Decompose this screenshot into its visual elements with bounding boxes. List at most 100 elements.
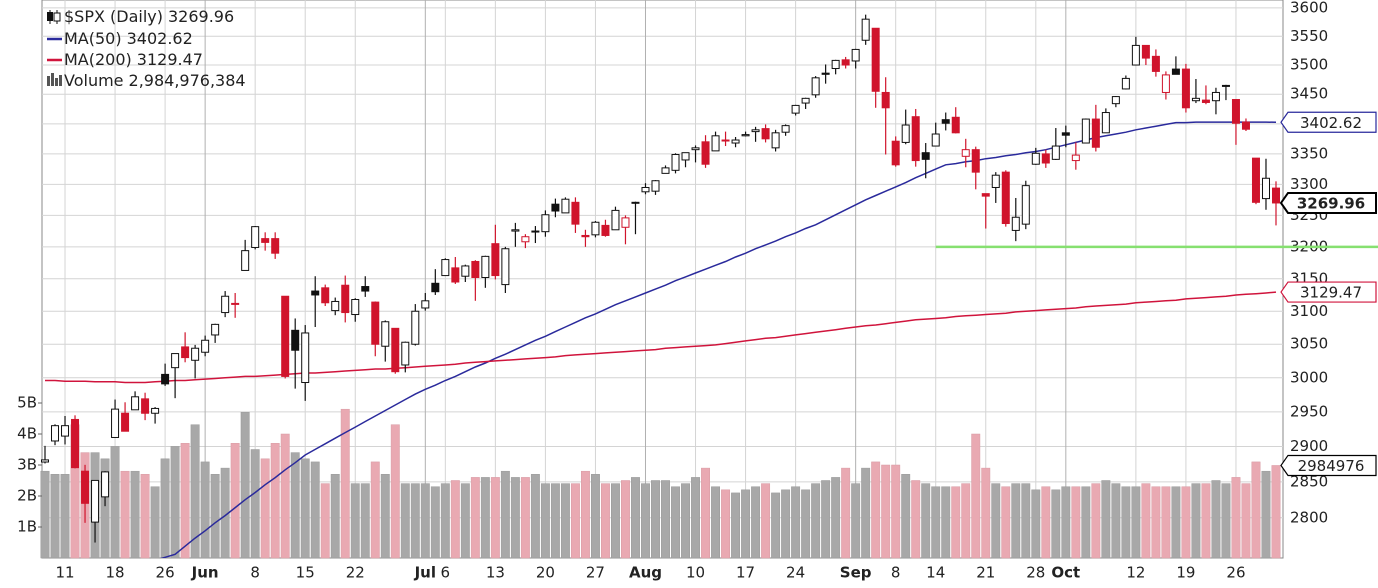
- volume-bar: [731, 492, 741, 559]
- candle-body: [151, 407, 160, 414]
- candle-body: [71, 418, 80, 469]
- candle-body: [1241, 121, 1250, 130]
- volume-bar: [901, 474, 911, 559]
- candle-body: [351, 299, 360, 316]
- volume-bar: [260, 458, 270, 559]
- volume-bar: [60, 474, 70, 559]
- tag-label: 3402.62: [1300, 114, 1362, 132]
- candle-body: [471, 260, 480, 279]
- candle-body: [1061, 132, 1070, 136]
- volume-bar: [911, 480, 921, 559]
- volume-bar: [180, 443, 190, 559]
- candle-body: [1011, 216, 1020, 231]
- volume-bar: [1251, 461, 1261, 559]
- ma-line: [159, 121, 1277, 558]
- volume-bar: [651, 480, 660, 559]
- candle-body: [831, 59, 840, 70]
- x-tick-label: 26: [1226, 564, 1245, 582]
- volume-bar: [791, 486, 801, 559]
- legend-text: Volume: [64, 71, 124, 90]
- volume-bar: [921, 483, 931, 559]
- volume-bar: [871, 461, 881, 559]
- volume-bar: [701, 467, 710, 559]
- volume-bar: [931, 486, 941, 559]
- candle-body: [811, 77, 820, 96]
- legend-text: 3402.62: [127, 29, 193, 48]
- volume-bar: [611, 483, 620, 559]
- volume-bar: [681, 483, 690, 559]
- volume-bar: [1041, 486, 1051, 559]
- candle-body: [671, 154, 680, 171]
- y-tick-label: 2800: [1290, 508, 1328, 526]
- volume-bar: [751, 486, 761, 559]
- volume-bar: [400, 483, 410, 559]
- value-tags: 3402.62 3269.96 3129.47 2984976: [1279, 111, 1377, 477]
- candle-body: [321, 287, 330, 304]
- candle-body: [81, 470, 90, 504]
- candle-body: [61, 425, 70, 437]
- volume-bar: [951, 486, 961, 559]
- candle-body: [331, 300, 340, 312]
- candle-body: [851, 48, 860, 62]
- candle-body: [531, 230, 540, 233]
- volume-bar: [210, 474, 220, 559]
- volume-bar: [861, 467, 871, 559]
- volume-bar: [420, 483, 430, 559]
- x-tick-label: 6: [441, 564, 451, 582]
- candle-body: [701, 141, 710, 165]
- volume-bar: [781, 489, 791, 559]
- legend: $SPX (Daily) 3269.96 MA(50) 3402.62 MA(200) 3…: [47, 7, 246, 90]
- volume-bar: [1121, 486, 1131, 559]
- volume-bar: [941, 486, 951, 559]
- volume-bar: [100, 458, 110, 559]
- candle-body: [781, 125, 790, 133]
- volume-bar: [490, 477, 500, 559]
- candle-body: [1051, 145, 1060, 160]
- volume-bar: [130, 470, 140, 559]
- volume-bar: [1031, 489, 1041, 559]
- candle-body: [621, 217, 630, 228]
- candle-body: [241, 250, 250, 271]
- candle-body: [381, 321, 390, 347]
- x-tick-label: 28: [1026, 564, 1045, 582]
- candle-body: [1181, 68, 1190, 109]
- volume-bar: [500, 470, 510, 559]
- tag-box: [1279, 191, 1377, 214]
- y-tick-label: 2900: [1290, 437, 1328, 455]
- candle-body: [1221, 84, 1230, 87]
- candle-body: [551, 203, 560, 212]
- x-tick-label: 24: [786, 564, 805, 582]
- volume-bar: [1171, 486, 1181, 559]
- candle-body: [311, 290, 320, 296]
- volume-bar: [661, 480, 670, 559]
- volume-bar: [821, 480, 831, 559]
- volume-bar: [1271, 465, 1281, 559]
- candle-body: [881, 91, 890, 109]
- candle-body: [401, 341, 410, 366]
- x-tick-label: 17: [736, 564, 755, 582]
- volume-bar: [1241, 483, 1251, 559]
- volume-bar: [961, 483, 971, 559]
- volume-tick-label: 4B: [17, 425, 37, 443]
- volume-bar: [831, 477, 841, 559]
- candle-body: [461, 265, 470, 277]
- volume-bar: [330, 474, 340, 559]
- tag-box: [1280, 454, 1377, 477]
- x-tick-label: Oct: [1051, 564, 1080, 582]
- candle-body: [201, 339, 210, 353]
- candle-body: [541, 214, 550, 233]
- candle-body: [511, 229, 520, 232]
- y-tick-label: 2850: [1290, 472, 1328, 490]
- candle-body: [571, 201, 580, 225]
- volume-bar: [1111, 483, 1121, 559]
- volume-bar: [150, 486, 160, 559]
- x-tick-label: Jun: [191, 564, 219, 582]
- volume-bar: [1131, 486, 1141, 559]
- volume-bar: [1061, 486, 1071, 559]
- y-tick-label: 3050: [1290, 335, 1328, 353]
- volume-bar: [691, 477, 700, 559]
- y-tick-label: 3550: [1290, 27, 1328, 45]
- volume-bar: [1051, 489, 1061, 559]
- candle-body: [961, 149, 970, 157]
- candle-body: [661, 167, 670, 174]
